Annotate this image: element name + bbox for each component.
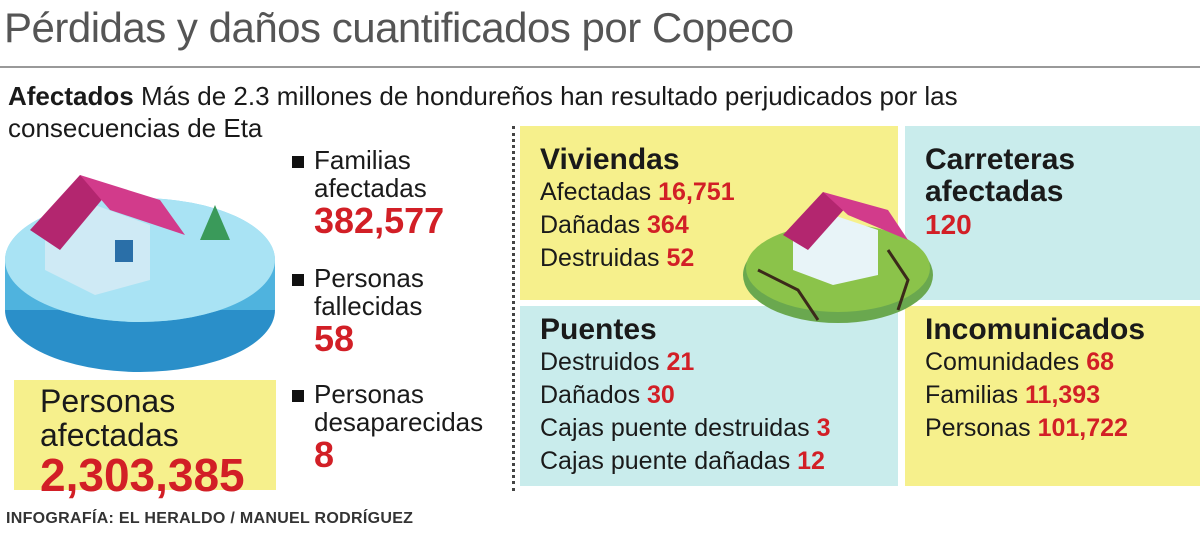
panel-title: Viviendas [540,143,680,176]
house-window [115,240,133,262]
house-roof [30,175,110,250]
stat-label: Personas desaparecidas [314,379,484,437]
item-label: Cajas puente destruidas [540,414,810,442]
item-label: Personas [925,414,1031,442]
item-label: Destruidas [540,244,660,272]
stat-label: Familias afectadas [314,145,427,203]
stat: Familias afectadas 382,577 [292,146,507,240]
item-label: Dañados [540,381,641,409]
item-value: 68 [1086,348,1115,376]
panel-title: Carreteras afectadas [925,143,1076,208]
panel-item: Familias 11,393 [925,379,1200,412]
panel-item: Destruidas 52 [540,242,898,275]
house-roof [80,175,185,235]
panel-item: Cajas puente dañadas 12 [540,445,898,478]
panel: Incomunicados Comunidades 68 Familias 11,3… [905,306,1200,486]
item-value: 3 [816,414,831,442]
intro: Afectados Más de 2.3 millones de hondure… [8,80,1068,144]
panel: Puentes Destruidos 21 Dañados 30 Cajas puen… [520,306,898,486]
house-illustration [743,192,933,323]
item-label: Cajas puente dañadas [540,447,791,475]
highlight-label: Personas afectadas [40,383,179,453]
item-value: 364 [647,211,689,239]
item-value: 30 [647,381,675,409]
stat-value: 8 [314,434,335,475]
panel-item: Dañadas 364 [540,209,898,242]
panel-title: Puentes [540,313,657,346]
intro-label: Afectados [8,81,134,111]
item-value: 16,751 [658,178,735,206]
crack [757,249,910,321]
highlight-value: 2,303,385 [40,449,245,501]
divider [512,126,515,491]
item-label: Comunidades [925,348,1080,376]
panel: Carreteras afectadas 120 [905,126,1200,300]
item-value: 11,393 [1025,381,1101,409]
highlight-box: Personas afectadas 2,303,385 [14,380,276,498]
item-value: 21 [666,348,695,376]
panel-item: Personas 101,722 [925,412,1200,445]
title-rule [0,66,1200,68]
credit: INFOGRAFÍA: EL HERALDO / MANUEL RODRÍGUE… [6,510,414,527]
item-label: Familias [925,381,1019,409]
stat: Personas fallecidas 58 [292,264,507,358]
tree [200,205,230,240]
panel-item: Afectadas 16,751 [540,176,898,209]
panel-title: Incomunicados [925,313,1146,346]
intro-text: Más de 2.3 millones de hondureños han re… [8,81,958,143]
bullet [292,390,304,402]
house-roof [823,192,908,240]
stat-label: Personas fallecidas [314,263,424,321]
panel-item: Dañados 30 [540,379,898,412]
panel-item: Cajas puente destruidas 3 [540,412,898,445]
title: Pérdidas y daños cuantificados por Copec… [4,4,794,51]
stat: Personas desaparecidas 8 [292,380,507,474]
item-value: 12 [797,447,825,475]
panel-item: Comunidades 68 [925,346,1200,379]
item-label: Dañadas [540,211,641,239]
stat-value: 58 [314,318,355,359]
stat-value: 382,577 [314,200,445,241]
house-roof [783,192,848,250]
bullet [292,156,304,168]
item-value: 101,722 [1037,414,1128,442]
item-value: 52 [666,244,695,272]
flood-illustration [5,175,275,372]
item-label: Afectadas [540,178,652,206]
item-label: Destruidos [540,348,660,376]
bullet [292,274,304,286]
panel-value: 120 [925,209,972,240]
panel-item: Destruidos 21 [540,346,898,379]
